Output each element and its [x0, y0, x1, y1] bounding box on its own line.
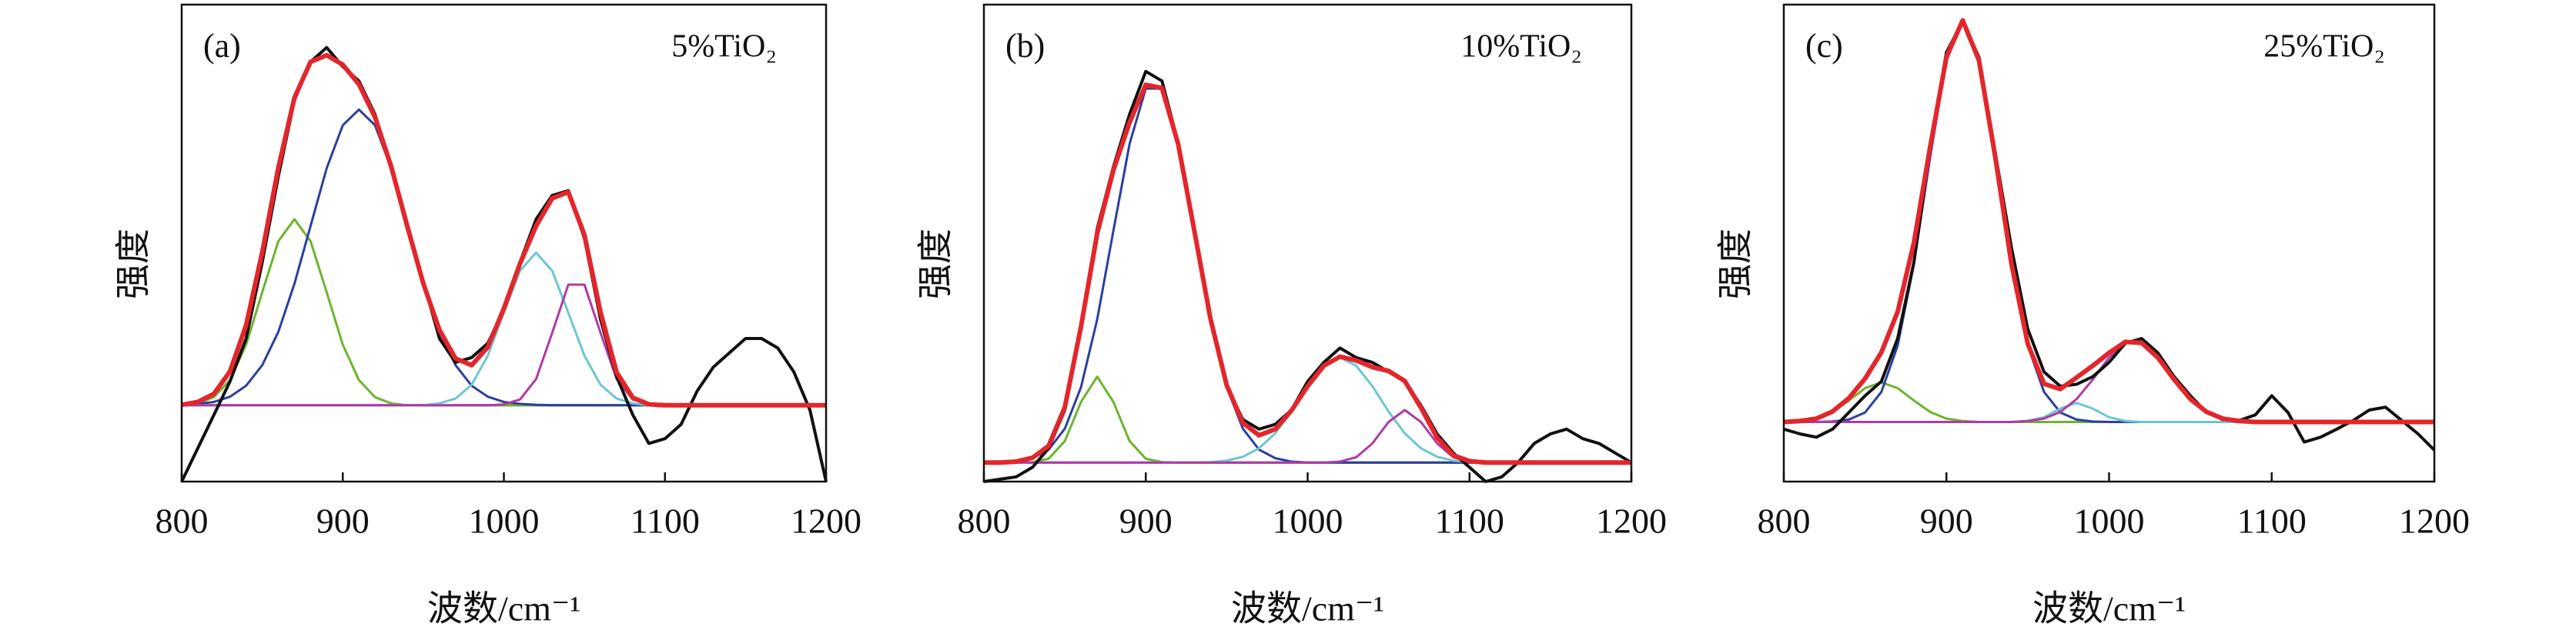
- y-axis-label: 强度: [916, 228, 955, 299]
- annotation: 25%TiO₂: [2263, 29, 2385, 65]
- y-axis-label: 强度: [1716, 228, 1755, 299]
- x-tick-label: 1000: [1273, 502, 1343, 541]
- x-tick-label: 800: [958, 502, 1011, 541]
- series-line: [1783, 18, 2434, 425]
- x-tick-label: 1200: [1596, 502, 1667, 541]
- x-tick-label: 1100: [631, 502, 700, 541]
- panel-label: (c): [1805, 27, 1843, 65]
- x-tick-label: 900: [1920, 502, 1973, 541]
- annotation: 5%TiO₂: [671, 29, 777, 65]
- x-tick-label: 1000: [2074, 502, 2145, 541]
- y-axis-label: 强度: [114, 228, 153, 299]
- x-tick-label: 1200: [2399, 502, 2470, 541]
- x-axis-label: 波数/cm⁻¹: [1231, 589, 1384, 629]
- series-line: [181, 108, 826, 407]
- x-tick-label: 800: [156, 502, 209, 541]
- x-tick-label: 800: [1758, 502, 1811, 541]
- series-line: [984, 82, 1631, 465]
- x-tick-label: 900: [1119, 502, 1173, 541]
- annotation: 10%TiO₂: [1460, 29, 1582, 65]
- series-line: [984, 356, 1631, 464]
- series-line: [181, 52, 826, 408]
- series-line: [984, 87, 1631, 464]
- series-line: [984, 409, 1631, 464]
- x-tick-label: 1000: [469, 502, 540, 541]
- x-tick-label: 1100: [2237, 502, 2307, 541]
- series-line: [983, 69, 1633, 483]
- panel-label: (a): [203, 27, 241, 65]
- plot-frame: [1782, 3, 2436, 483]
- x-tick-label: 900: [316, 502, 370, 541]
- plot-frame: [982, 3, 1633, 483]
- x-tick-label: 1100: [1435, 502, 1504, 541]
- series-line: [1784, 402, 2434, 423]
- panel-label: (b): [1005, 27, 1045, 65]
- x-axis-label: 波数/cm⁻¹: [427, 589, 580, 629]
- series-line: [1783, 19, 2436, 452]
- x-axis-label: 波数/cm⁻¹: [2032, 589, 2186, 629]
- x-tick-label: 1200: [791, 502, 861, 541]
- series-line: [180, 45, 828, 482]
